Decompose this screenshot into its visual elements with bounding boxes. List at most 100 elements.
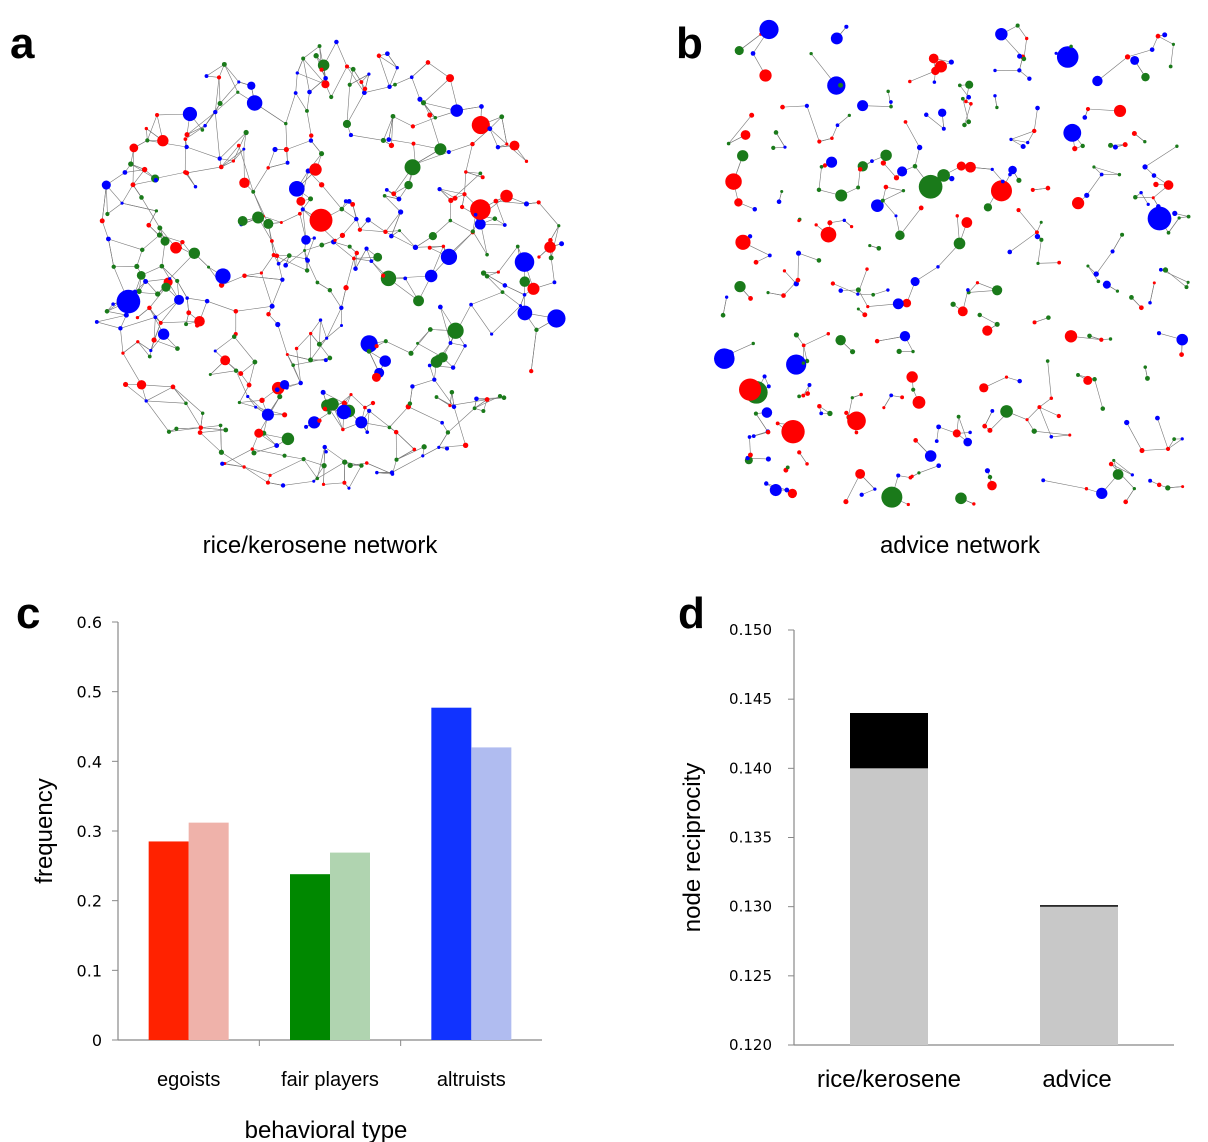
network-node [437, 352, 448, 363]
network-node [739, 378, 762, 401]
network-node [259, 271, 263, 275]
network-node [146, 222, 152, 228]
network-node [882, 406, 886, 410]
network-edge [453, 406, 466, 446]
network-node [322, 444, 327, 450]
network-node [1113, 104, 1127, 117]
network-node [1072, 146, 1078, 152]
network-node [786, 354, 807, 375]
network-node [139, 195, 144, 200]
network-node [383, 339, 388, 344]
network-edge [1043, 479, 1087, 490]
network-edge [883, 162, 897, 178]
network-edge [550, 257, 555, 283]
network-node [237, 80, 241, 84]
network-node [237, 400, 242, 405]
network-node [365, 217, 371, 223]
network-node [375, 470, 379, 475]
network-edge [287, 354, 311, 361]
network-node [383, 229, 388, 235]
network-node [1039, 237, 1044, 242]
network-node [410, 124, 416, 129]
network-node [153, 177, 159, 183]
network-node [955, 492, 967, 505]
network-node [1092, 165, 1096, 169]
network-edge [1010, 130, 1035, 140]
network-node [1036, 261, 1040, 265]
network-edge [1094, 379, 1104, 409]
network-edge [410, 329, 431, 354]
network-node [557, 224, 561, 228]
network-node [237, 216, 248, 226]
network-node [223, 427, 229, 433]
network-node [1008, 165, 1017, 175]
network-node [350, 201, 356, 207]
network-node [437, 445, 441, 449]
network-edge [992, 169, 1004, 182]
network-node [1049, 396, 1054, 400]
network-node [995, 105, 999, 110]
network-node [817, 139, 822, 144]
network-node [449, 389, 455, 395]
network-node [434, 143, 447, 156]
network-node [250, 447, 254, 451]
network-edge [252, 167, 269, 192]
network-node [434, 355, 441, 361]
network-node [309, 331, 313, 336]
y-tick-label: 0.125 [729, 967, 772, 985]
network-node [1034, 233, 1041, 240]
network-edge [1087, 265, 1099, 282]
network-node [358, 420, 364, 427]
network-node [354, 250, 360, 256]
network-edge [1125, 488, 1135, 503]
network-node [276, 261, 281, 266]
network-node [343, 199, 348, 204]
network-edge [958, 416, 968, 443]
network-node [797, 394, 802, 399]
network-edge [1170, 44, 1174, 67]
network-edge [530, 329, 537, 372]
network-node [499, 114, 505, 120]
network-node [1123, 499, 1129, 505]
network-edge [336, 41, 348, 67]
network-node [174, 426, 179, 431]
network-edge [408, 406, 443, 424]
network-node [444, 446, 450, 451]
network-node [408, 350, 414, 356]
network-edge [253, 445, 277, 454]
network-node [371, 372, 381, 382]
network-node [1143, 140, 1147, 144]
network-node [990, 409, 995, 413]
network-node [297, 211, 302, 216]
network-edge [364, 86, 390, 93]
network-edge [323, 392, 345, 404]
network-node [1080, 143, 1085, 149]
network-edge [185, 403, 202, 428]
network-node [193, 185, 198, 189]
network-node [448, 341, 453, 345]
network-node [805, 391, 811, 396]
network-node [266, 311, 271, 317]
network-edge [803, 384, 810, 396]
network-edge [857, 293, 874, 296]
network-node [251, 189, 256, 194]
network-node [349, 392, 353, 397]
network-node [170, 242, 182, 254]
network-edge [883, 395, 892, 408]
network-node [524, 159, 529, 163]
network-node [233, 368, 239, 373]
network-edge [155, 171, 186, 179]
network-edge [1009, 232, 1038, 253]
network-node [380, 270, 397, 287]
network-edge [284, 455, 304, 460]
network-edge [465, 143, 473, 173]
network-node [714, 348, 735, 369]
network-edge [448, 143, 473, 153]
network-node [361, 90, 367, 96]
network-edge [285, 92, 296, 124]
network-edge [204, 111, 216, 126]
network-edge [964, 103, 972, 126]
network-node [147, 305, 152, 311]
network-node [495, 144, 501, 150]
network-node [817, 403, 822, 409]
